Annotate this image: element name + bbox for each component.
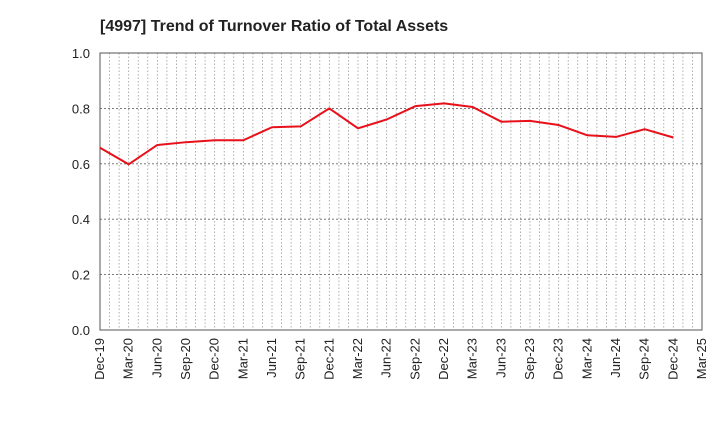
plot-area — [99, 52, 703, 331]
chart-title: [4997] Trend of Turnover Ratio of Total … — [100, 18, 448, 35]
x-tick-label: Jun-24 — [608, 338, 623, 378]
x-tick-label: Mar-25 — [694, 338, 709, 379]
y-tick-label: 0.2 — [72, 268, 90, 283]
x-tick-label: Jun-20 — [149, 338, 164, 378]
x-tick-label: Dec-19 — [92, 338, 107, 380]
x-tick-label: Dec-23 — [551, 338, 566, 380]
y-tick-label: 0.6 — [72, 157, 90, 172]
y-tick-label: 0.4 — [72, 212, 90, 227]
x-tick-label: Dec-22 — [436, 338, 451, 380]
series-line — [99, 102, 674, 166]
x-tick-label: Mar-22 — [350, 338, 365, 379]
x-tick-label: Dec-21 — [321, 338, 336, 380]
x-tick-label: Sep-21 — [293, 338, 308, 380]
y-tick-label: 0.0 — [72, 323, 90, 338]
x-tick-label: Jun-21 — [264, 338, 279, 378]
x-tick-label: Sep-22 — [407, 338, 422, 380]
x-tick-label: Mar-23 — [465, 338, 480, 379]
x-tick-label: Dec-20 — [207, 338, 222, 380]
y-axis: 0.0 0.2 0.4 0.6 0.8 1.0 — [72, 46, 90, 338]
x-tick-label: Mar-20 — [121, 338, 136, 379]
x-axis: Dec-19 Mar-20 Jun-20 Sep-20 Dec-20 Mar-21 Jun-… — [92, 338, 709, 380]
x-tick-label: Mar-24 — [579, 338, 594, 379]
x-tick-label: Dec-24 — [665, 338, 680, 380]
x-tick-label: Jun-23 — [493, 338, 508, 378]
y-tick-label: 1.0 — [72, 46, 90, 61]
grid-lines — [100, 53, 702, 330]
x-tick-label: Sep-24 — [637, 338, 652, 380]
y-tick-label: 0.8 — [72, 101, 90, 116]
x-tick-label: Jun-22 — [379, 338, 394, 378]
x-tick-label: Mar-21 — [235, 338, 250, 379]
x-tick-label: Sep-20 — [178, 338, 193, 380]
series-layer — [99, 102, 674, 166]
x-tick-label: Sep-23 — [522, 338, 537, 380]
